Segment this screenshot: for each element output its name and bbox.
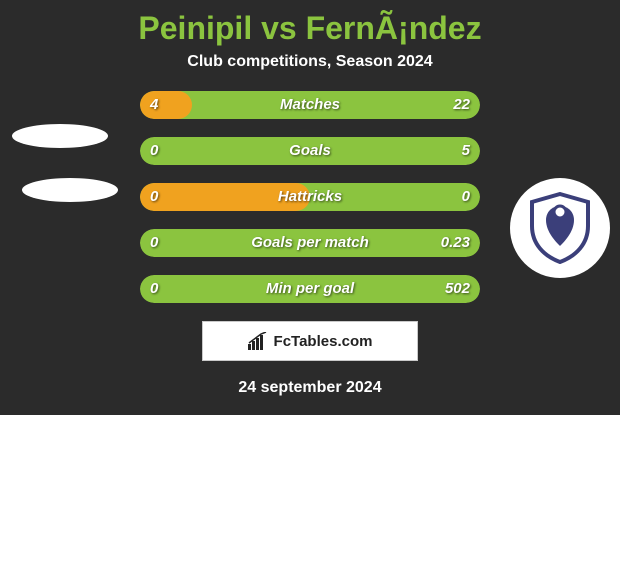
stat-bar: [140, 229, 480, 257]
stat-bar: [140, 275, 480, 303]
page-title: Peinipil vs FernÃ¡ndez: [0, 6, 620, 53]
page-subtitle: Club competitions, Season 2024: [0, 53, 620, 91]
attribution-box[interactable]: FcTables.com: [202, 321, 418, 361]
shield-icon: [528, 192, 592, 264]
stat-bar-right-fill: [140, 137, 480, 165]
page-root: Peinipil vs FernÃ¡ndez Club competitions…: [0, 0, 620, 580]
stat-bar-left-fill: [140, 183, 310, 211]
attribution-text: FcTables.com: [274, 333, 373, 350]
stat-bar: [140, 183, 480, 211]
left-badge-ellipse: [12, 124, 108, 148]
stat-bar-right-fill: [140, 229, 480, 257]
stat-row: Min per goal0502: [0, 275, 620, 321]
fctables-icon: [248, 332, 270, 350]
stat-bar-right-fill: [140, 275, 480, 303]
right-club-badge: [510, 178, 610, 278]
stat-bar-left-fill: [140, 91, 192, 119]
stat-bar: [140, 137, 480, 165]
stat-bar: [140, 91, 480, 119]
left-badge-ellipse: [22, 178, 118, 202]
comparison-date: 24 september 2024: [0, 361, 620, 397]
